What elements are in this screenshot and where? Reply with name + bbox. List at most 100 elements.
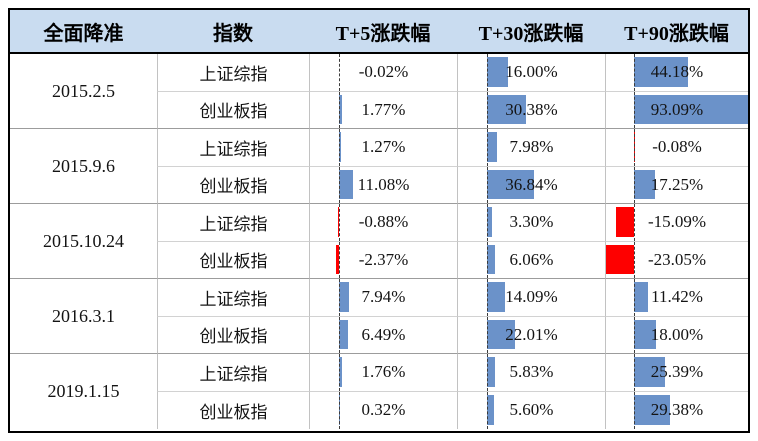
databar-zero-axis xyxy=(339,54,341,91)
t30-change-value: 6.06% xyxy=(509,249,554,269)
positive-data-bar xyxy=(339,169,354,199)
t30-value-cell: 7.98% xyxy=(457,129,605,167)
index-name-cell: 上证综指 xyxy=(157,54,309,92)
databar-zero-axis xyxy=(487,204,489,241)
t30-value-cell: 22.01% xyxy=(457,316,605,354)
t90-value-cell: 11.42% xyxy=(605,279,748,317)
databar-zero-axis xyxy=(634,204,636,241)
t90-change-value: 17.25% xyxy=(650,174,704,194)
index-name: 上证综指 xyxy=(199,139,268,159)
databar-zero-axis xyxy=(339,91,341,128)
t30-value-cell: 14.09% xyxy=(457,279,605,317)
rrr-cut-date: 2016.3.1 xyxy=(52,305,115,326)
header-index: 指数 xyxy=(213,22,253,45)
date-cell: 2015.10.24 xyxy=(10,204,157,279)
databar-zero-axis xyxy=(487,129,489,166)
index-name-cell: 上证综指 xyxy=(157,354,309,392)
index-name-cell: 上证综指 xyxy=(157,129,309,167)
negative-data-bar xyxy=(606,244,635,274)
index-name: 创业板指 xyxy=(199,177,268,197)
t30-value-cell: 16.00% xyxy=(457,54,605,92)
databar-zero-axis xyxy=(339,279,341,316)
t90-value-cell: 44.18% xyxy=(605,54,748,92)
t5-value-cell: 7.94% xyxy=(309,279,457,317)
positive-data-bar xyxy=(487,357,495,387)
t5-value-cell: -2.37% xyxy=(309,241,457,279)
date-cell: 2016.3.1 xyxy=(10,279,157,354)
t5-value-cell: 11.08% xyxy=(309,166,457,204)
positive-data-bar xyxy=(487,94,526,124)
t30-change-value: 22.01% xyxy=(505,324,558,344)
databar-zero-axis xyxy=(487,91,489,128)
databar-zero-axis xyxy=(634,316,636,353)
databar-zero-axis xyxy=(487,354,489,391)
positive-data-bar xyxy=(487,244,496,274)
t5-value-cell: -0.02% xyxy=(309,54,457,92)
databar-zero-axis xyxy=(487,316,489,353)
t90-change-value: 25.39% xyxy=(650,362,704,382)
positive-data-bar xyxy=(339,319,348,349)
databar-zero-axis xyxy=(487,54,489,91)
t30-value-cell: 6.06% xyxy=(457,241,605,279)
databar-zero-axis xyxy=(339,354,341,391)
positive-data-bar xyxy=(339,94,342,124)
t30-value-cell: 5.60% xyxy=(457,391,605,429)
t5-change-value: 0.32% xyxy=(361,400,406,420)
rrr-cut-date: 2019.1.15 xyxy=(47,381,120,401)
index-name: 创业板指 xyxy=(199,102,268,122)
t90-value-cell: 25.39% xyxy=(605,354,748,392)
t30-change-value: 5.83% xyxy=(509,362,554,382)
rrr-cut-date: 2015.2.5 xyxy=(52,80,115,101)
databar-zero-axis xyxy=(634,129,636,166)
databar-zero-axis xyxy=(339,204,341,241)
databar-zero-axis xyxy=(634,54,636,91)
t30-change-value: 5.60% xyxy=(509,400,554,420)
index-name: 创业板指 xyxy=(199,327,268,347)
index-name-cell: 上证综指 xyxy=(157,204,309,242)
databar-zero-axis xyxy=(634,241,636,278)
positive-data-bar xyxy=(487,282,506,312)
negative-data-bar xyxy=(336,244,340,274)
index-name-cell: 上证综指 xyxy=(157,279,309,317)
t5-change-value: -0.02% xyxy=(358,62,409,82)
positive-data-bar xyxy=(634,57,689,87)
positive-data-bar xyxy=(634,282,649,312)
positive-data-bar xyxy=(339,357,342,387)
t30-change-value: 14.09% xyxy=(505,287,558,307)
positive-data-bar xyxy=(487,132,498,162)
databar-zero-axis xyxy=(339,241,341,278)
positive-data-bar xyxy=(634,394,671,425)
t90-change-value: 29.38% xyxy=(650,400,704,420)
index-name-cell: 创业板指 xyxy=(157,91,309,129)
index-name-cell: 创业板指 xyxy=(157,166,309,204)
positive-data-bar xyxy=(634,319,657,349)
t5-value-cell: 6.49% xyxy=(309,316,457,354)
t90-value-cell: 93.09% xyxy=(605,91,748,129)
t30-change-value: 16.00% xyxy=(505,62,558,82)
positive-data-bar xyxy=(487,169,534,199)
positive-data-bar xyxy=(634,169,656,199)
databar-zero-axis xyxy=(487,166,489,203)
t5-change-value: 1.27% xyxy=(361,137,406,157)
databar-zero-axis xyxy=(487,241,489,278)
t90-value-cell: -15.09% xyxy=(605,204,748,242)
t30-value-cell: 30.38% xyxy=(457,91,605,129)
positive-data-bar xyxy=(487,207,492,237)
table-body: 2015.2.5 上证综指 -0.02% 16.00% 44.18% 创业板指 1.77% 3… xyxy=(10,54,748,429)
header-t90-change: T+90涨跌幅 xyxy=(624,22,729,45)
databar-zero-axis xyxy=(339,391,341,429)
index-name: 上证综指 xyxy=(199,289,268,309)
index-name: 创业板指 xyxy=(199,402,268,422)
header-t30-change: T+30涨跌幅 xyxy=(478,22,584,45)
positive-data-bar xyxy=(487,394,495,425)
t90-change-value: -15.09% xyxy=(647,212,707,232)
rrr-cut-date: 2015.10.24 xyxy=(43,230,124,251)
databar-zero-axis xyxy=(634,91,636,128)
t5-change-value: 1.77% xyxy=(361,99,406,119)
t5-change-value: -2.37% xyxy=(358,249,409,269)
index-name: 上证综指 xyxy=(199,64,268,84)
index-name: 上证综指 xyxy=(199,364,268,384)
t90-change-value: -0.08% xyxy=(652,137,702,157)
t5-change-value: 1.76% xyxy=(361,362,406,382)
t30-change-value: 30.38% xyxy=(505,99,558,119)
